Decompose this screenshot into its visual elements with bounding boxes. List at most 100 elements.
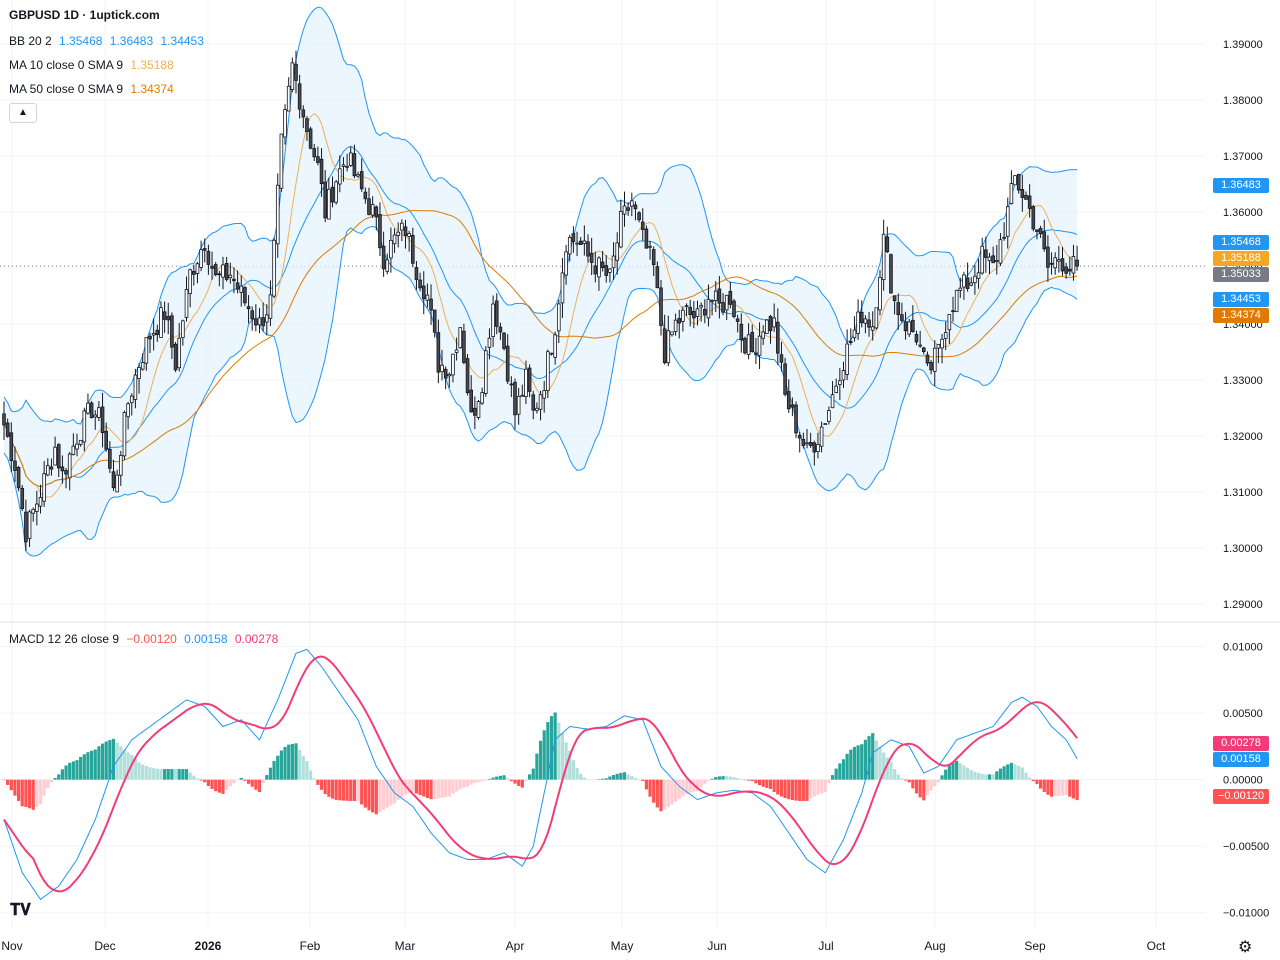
candle[interactable] — [852, 316, 857, 342]
candle[interactable] — [421, 271, 426, 315]
candle[interactable] — [673, 313, 678, 336]
candle[interactable] — [330, 176, 335, 208]
candle[interactable] — [527, 364, 532, 398]
candle[interactable] — [980, 237, 984, 275]
candle[interactable] — [626, 202, 630, 216]
candle[interactable] — [874, 307, 879, 330]
candle[interactable] — [593, 251, 598, 283]
candle[interactable] — [480, 387, 484, 405]
candle[interactable] — [859, 300, 864, 328]
candle[interactable] — [1002, 222, 1006, 241]
candle[interactable] — [954, 289, 959, 313]
candle[interactable] — [224, 256, 229, 282]
candle[interactable] — [213, 261, 218, 277]
candle[interactable] — [786, 379, 791, 413]
collapse-legend-button[interactable]: ▲ — [9, 103, 37, 123]
candle[interactable] — [644, 225, 649, 249]
candle[interactable] — [1042, 219, 1047, 252]
candle[interactable] — [82, 407, 87, 452]
candle[interactable] — [173, 341, 178, 373]
candle[interactable] — [228, 262, 233, 284]
candle[interactable] — [870, 311, 875, 341]
candle[interactable] — [367, 187, 371, 216]
candle[interactable] — [509, 376, 514, 398]
candle[interactable] — [1057, 245, 1061, 273]
candle[interactable] — [681, 306, 685, 332]
candle[interactable] — [122, 410, 127, 461]
candle[interactable] — [608, 268, 612, 283]
candle[interactable] — [903, 311, 908, 340]
candle[interactable] — [819, 421, 824, 453]
candle[interactable] — [542, 380, 546, 413]
candle[interactable] — [732, 298, 736, 319]
candle[interactable] — [794, 401, 798, 438]
candle[interactable] — [892, 295, 897, 315]
candle[interactable] — [538, 390, 543, 421]
candle[interactable] — [754, 338, 758, 364]
candle[interactable] — [469, 375, 473, 413]
candle[interactable] — [279, 133, 284, 192]
candle[interactable] — [1064, 262, 1068, 279]
candle[interactable] — [633, 201, 638, 221]
candle[interactable] — [505, 334, 510, 385]
candle[interactable] — [984, 236, 988, 273]
candle[interactable] — [75, 433, 79, 457]
candle[interactable] — [24, 499, 28, 551]
candle[interactable] — [254, 304, 258, 332]
candle[interactable] — [1035, 229, 1039, 240]
candle[interactable] — [498, 322, 503, 341]
candle[interactable] — [597, 256, 601, 291]
candle[interactable] — [35, 490, 39, 526]
candle[interactable] — [2, 401, 6, 441]
candle[interactable] — [414, 261, 419, 290]
candle[interactable] — [750, 324, 755, 353]
candle[interactable] — [429, 284, 433, 325]
candle[interactable] — [531, 390, 536, 420]
candle[interactable] — [827, 406, 831, 425]
candle[interactable] — [589, 237, 594, 276]
candle[interactable] — [560, 257, 565, 319]
candle[interactable] — [728, 281, 733, 309]
candle[interactable] — [1024, 191, 1028, 200]
candle[interactable] — [553, 331, 557, 365]
candle[interactable] — [575, 231, 579, 257]
candle[interactable] — [951, 296, 955, 322]
candle[interactable] — [104, 422, 109, 452]
candle[interactable] — [89, 401, 94, 419]
candle[interactable] — [312, 143, 317, 162]
candle[interactable] — [337, 155, 342, 193]
candle[interactable] — [1009, 170, 1014, 205]
candle[interactable] — [301, 105, 306, 129]
candle[interactable] — [746, 323, 751, 360]
candle[interactable] — [491, 295, 495, 347]
candle[interactable] — [195, 261, 200, 284]
candle[interactable] — [889, 253, 893, 294]
candle[interactable] — [473, 396, 477, 430]
candle[interactable] — [611, 242, 616, 280]
candle[interactable] — [535, 402, 539, 414]
candle[interactable] — [451, 353, 455, 383]
candle[interactable] — [27, 509, 32, 547]
candle[interactable] — [995, 245, 999, 275]
candle[interactable] — [155, 324, 160, 342]
candle[interactable] — [177, 322, 182, 372]
candle[interactable] — [856, 299, 860, 340]
candle[interactable] — [53, 436, 57, 466]
candle[interactable] — [264, 304, 269, 336]
candle[interactable] — [925, 351, 930, 367]
candle[interactable] — [838, 367, 842, 400]
candle[interactable] — [71, 433, 76, 456]
candle[interactable] — [257, 307, 262, 334]
candle[interactable] — [381, 231, 386, 277]
candle[interactable] — [476, 400, 481, 420]
candle[interactable] — [159, 301, 163, 338]
candle[interactable] — [60, 455, 65, 484]
candle[interactable] — [5, 418, 10, 438]
candle[interactable] — [578, 236, 583, 245]
candle[interactable] — [692, 301, 696, 329]
candle[interactable] — [210, 251, 214, 280]
candle[interactable] — [867, 311, 871, 337]
candle[interactable] — [232, 267, 236, 294]
candle[interactable] — [64, 468, 68, 489]
candle[interactable] — [600, 250, 605, 272]
